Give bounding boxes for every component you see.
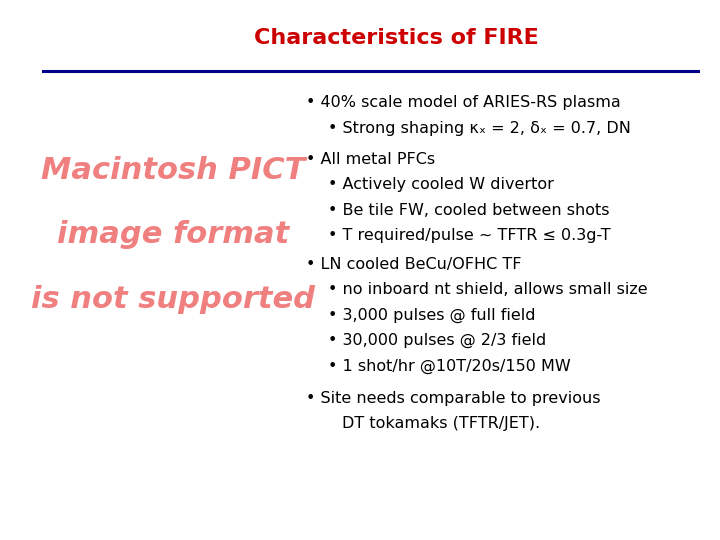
Text: • Strong shaping κₓ = 2, δₓ = 0.7, DN: • Strong shaping κₓ = 2, δₓ = 0.7, DN: [328, 121, 631, 136]
Text: • 3,000 pulses @ full field: • 3,000 pulses @ full field: [328, 308, 535, 323]
Text: • Actively cooled W divertor: • Actively cooled W divertor: [328, 177, 554, 192]
Text: • All metal PFCs: • All metal PFCs: [306, 152, 435, 167]
Text: • 1 shot/hr @10T/20s/150 MW: • 1 shot/hr @10T/20s/150 MW: [328, 359, 570, 374]
Text: is not supported: is not supported: [31, 285, 315, 314]
Text: • 40% scale model of ARIES-RS plasma: • 40% scale model of ARIES-RS plasma: [306, 95, 621, 110]
Text: DT tokamaks (TFTR/JET).: DT tokamaks (TFTR/JET).: [342, 416, 540, 431]
Text: image format: image format: [57, 220, 289, 249]
Text: • 30,000 pulses @ 2/3 field: • 30,000 pulses @ 2/3 field: [328, 333, 546, 348]
Text: • Site needs comparable to previous: • Site needs comparable to previous: [306, 391, 600, 406]
Text: • no inboard nt shield, allows small size: • no inboard nt shield, allows small siz…: [328, 282, 647, 298]
Text: Macintosh PICT: Macintosh PICT: [40, 156, 305, 185]
Text: • LN cooled BeCu/OFHC TF: • LN cooled BeCu/OFHC TF: [306, 257, 521, 272]
Text: • Be tile FW, cooled between shots: • Be tile FW, cooled between shots: [328, 202, 609, 218]
Text: • T required/pulse ~ TFTR ≤ 0.3g-T: • T required/pulse ~ TFTR ≤ 0.3g-T: [328, 228, 611, 243]
Text: Characteristics of FIRE: Characteristics of FIRE: [253, 28, 539, 48]
